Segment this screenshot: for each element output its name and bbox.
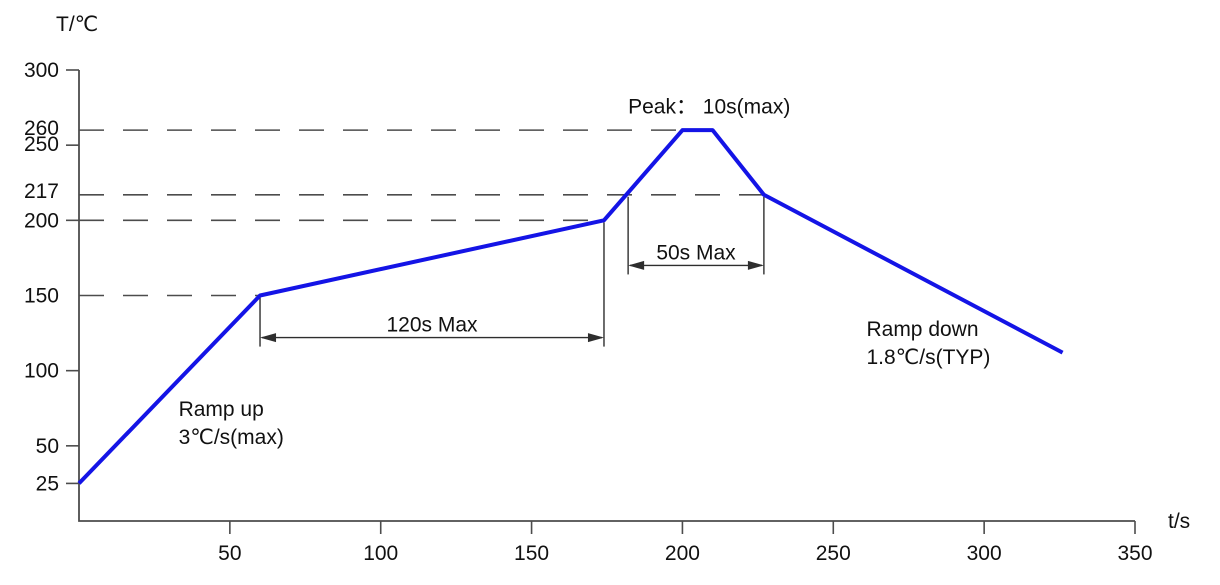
y-tick-label-25: 25 bbox=[36, 472, 59, 495]
y-tick-label-200: 200 bbox=[24, 209, 59, 232]
y-tick-label-217: 217 bbox=[24, 180, 59, 203]
dim-arrowhead-left-time-above-217 bbox=[628, 260, 645, 270]
annotation-peak: Peak： 10s(max) bbox=[628, 96, 790, 119]
series-reflow-temperature-profile bbox=[77, 128, 1064, 485]
x-tick-label-350: 350 bbox=[1117, 542, 1152, 565]
annotation-ramp-down-line2: 1.8℃/s(TYP) bbox=[866, 346, 990, 369]
y-tick-label-50: 50 bbox=[36, 435, 59, 458]
x-tick-label-50: 50 bbox=[218, 542, 241, 565]
x-tick-label-150: 150 bbox=[514, 542, 549, 565]
annotation-ramp-up-line2: 3℃/s(max) bbox=[179, 426, 284, 449]
y-axis-title: T/℃ bbox=[56, 13, 99, 36]
x-tick-label-300: 300 bbox=[967, 542, 1002, 565]
x-tick-label-200: 200 bbox=[665, 542, 700, 565]
dim-label-time-above-217: 50s Max bbox=[656, 241, 736, 264]
y-tick-label-300: 300 bbox=[24, 59, 59, 82]
x-axis-title: t/s bbox=[1168, 510, 1191, 533]
dim-arrowhead-right-time-above-217 bbox=[747, 260, 764, 270]
dim-arrowhead-left-soak-time bbox=[260, 333, 277, 343]
y-tick-label-100: 100 bbox=[24, 360, 59, 383]
y-tick-label-250: 250 bbox=[24, 133, 59, 156]
x-tick-label-100: 100 bbox=[363, 542, 398, 565]
y-tick-label-260: 260 bbox=[24, 117, 59, 140]
x-tick-label-250: 250 bbox=[816, 542, 851, 565]
y-tick-label-150: 150 bbox=[24, 285, 59, 308]
dim-label-soak-time: 120s Max bbox=[386, 314, 478, 337]
annotation-ramp-down-line1: Ramp down bbox=[866, 318, 978, 341]
annotation-ramp-up-line1: Ramp up bbox=[179, 398, 264, 421]
dim-arrowhead-right-soak-time bbox=[587, 333, 604, 343]
axes-lines bbox=[78, 70, 1135, 522]
